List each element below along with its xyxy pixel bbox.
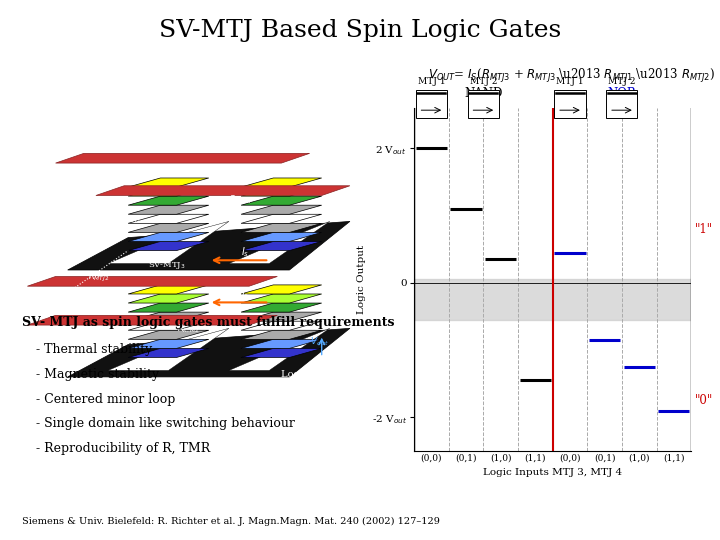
Text: $R_{K,M2}$: $R_{K,M2}$: [176, 323, 199, 335]
Text: MTJ 2: MTJ 2: [469, 77, 497, 86]
Polygon shape: [241, 294, 322, 303]
Text: NAND: NAND: [464, 87, 503, 100]
X-axis label: Logic Inputs MTJ 3, MTJ 4: Logic Inputs MTJ 3, MTJ 4: [483, 468, 622, 477]
Text: $R_{MTJ2}$: $R_{MTJ2}$: [88, 271, 109, 284]
Polygon shape: [128, 232, 209, 241]
Y-axis label: Logic Output: Logic Output: [357, 245, 366, 314]
Polygon shape: [241, 348, 322, 357]
Polygon shape: [108, 328, 229, 370]
Polygon shape: [128, 330, 209, 339]
Text: SV- MTJ as spin logic gates must fulfill requirements: SV- MTJ as spin logic gates must fulfill…: [22, 316, 394, 329]
Polygon shape: [128, 339, 209, 348]
Polygon shape: [229, 221, 330, 264]
Text: MTJ 2: MTJ 2: [608, 77, 636, 86]
Text: $V_{OUT}$= $I_S$($R_{MTJ3}$ + $R_{MTJ3}$ \u2013 $R_{MTJ1}$ \u2013 $R_{MTJ2}$): $V_{OUT}$= $I_S$($R_{MTJ3}$ + $R_{MTJ3}$…: [428, 68, 716, 85]
Polygon shape: [241, 339, 322, 348]
Polygon shape: [128, 285, 209, 294]
Text: "1": "1": [696, 222, 714, 235]
Bar: [606, 90, 637, 118]
Polygon shape: [241, 187, 322, 196]
Text: $(+, -) I_2$: $(+, -) I_2$: [297, 125, 333, 137]
Polygon shape: [128, 303, 209, 312]
Polygon shape: [128, 205, 209, 214]
Polygon shape: [229, 328, 330, 370]
Text: "0": "0": [696, 394, 714, 407]
Polygon shape: [128, 241, 209, 251]
Text: - Magnetic stability: - Magnetic stability: [36, 368, 159, 381]
Text: MTJ 1: MTJ 1: [556, 77, 584, 86]
Polygon shape: [241, 214, 322, 224]
Polygon shape: [128, 187, 209, 196]
Text: - Thermal stability: - Thermal stability: [36, 343, 152, 356]
Polygon shape: [27, 315, 277, 325]
Text: - Reproducibility of R, TMR: - Reproducibility of R, TMR: [36, 442, 210, 455]
Polygon shape: [128, 214, 209, 224]
Text: SV-MTJ Based Spin Logic Gates: SV-MTJ Based Spin Logic Gates: [159, 19, 561, 42]
Text: $I_s$: $I_s$: [241, 245, 249, 259]
Bar: [468, 90, 499, 118]
Polygon shape: [128, 178, 209, 187]
Polygon shape: [241, 312, 322, 321]
Polygon shape: [128, 224, 209, 232]
Polygon shape: [241, 285, 322, 294]
Text: MTJ 1: MTJ 1: [418, 77, 445, 86]
Polygon shape: [241, 330, 322, 339]
Text: $R_{K,M4}$: $R_{K,M4}$: [229, 193, 252, 206]
Text: SV-MTJ$_3$: SV-MTJ$_3$: [148, 260, 186, 271]
Text: Programing Inputs: Programing Inputs: [15, 296, 95, 305]
Bar: [414, 280, 691, 320]
Polygon shape: [241, 224, 322, 232]
Bar: [415, 90, 447, 118]
Polygon shape: [241, 241, 322, 251]
Text: $R_{MTJ1}$: $R_{MTJ1}$: [120, 213, 141, 226]
Text: Logic Output: Logic Output: [282, 370, 346, 379]
Text: $I_s$: $I_s$: [241, 287, 249, 301]
Polygon shape: [241, 232, 322, 241]
Text: $V_{out}$: $V_{out}$: [310, 335, 328, 348]
Text: - Single domain like switching behaviour: - Single domain like switching behaviour: [36, 417, 295, 430]
Text: (+,-) $I_1$: (+,-) $I_1$: [257, 131, 289, 144]
Polygon shape: [128, 196, 209, 205]
Text: Logic Inputs: Logic Inputs: [282, 111, 339, 120]
Polygon shape: [68, 328, 350, 377]
Polygon shape: [128, 321, 209, 330]
Polygon shape: [241, 205, 322, 214]
Polygon shape: [241, 178, 322, 187]
Text: NOR: NOR: [608, 87, 636, 100]
Polygon shape: [241, 303, 322, 312]
Polygon shape: [241, 196, 322, 205]
Text: - Centered minor loop: - Centered minor loop: [36, 393, 176, 406]
Polygon shape: [128, 312, 209, 321]
Polygon shape: [96, 186, 350, 195]
Text: Siemens & Univ. Bielefeld: R. Richter et al. J. Magn.Magn. Mat. 240 (2002) 127–1: Siemens & Univ. Bielefeld: R. Richter et…: [22, 517, 439, 526]
Polygon shape: [128, 348, 209, 357]
Polygon shape: [241, 321, 322, 330]
Polygon shape: [108, 221, 229, 264]
Polygon shape: [128, 294, 209, 303]
Bar: [554, 90, 585, 118]
Polygon shape: [55, 153, 310, 163]
Polygon shape: [27, 276, 277, 286]
Polygon shape: [68, 221, 350, 270]
